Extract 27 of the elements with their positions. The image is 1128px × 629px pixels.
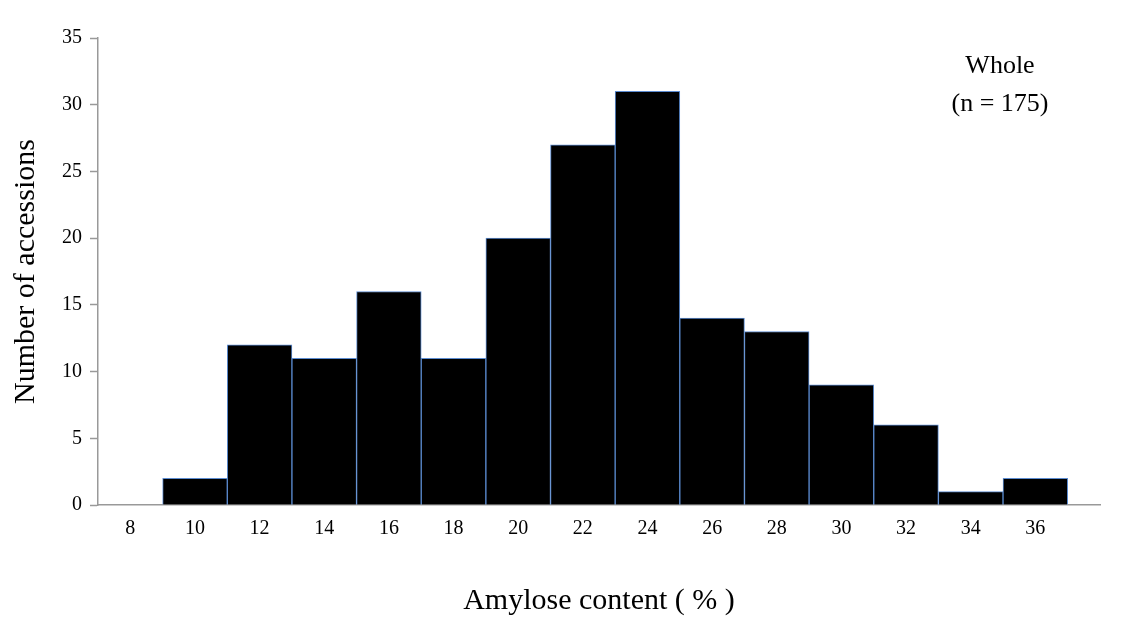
x-axis-title: Amylose content ( % ) bbox=[463, 581, 735, 616]
y-tick-label: 5 bbox=[72, 425, 82, 448]
x-tick-label: 36 bbox=[1025, 516, 1046, 539]
x-tick-label: 34 bbox=[960, 516, 981, 539]
x-tick-label: 28 bbox=[766, 516, 787, 539]
x-tick-label: 10 bbox=[184, 516, 205, 539]
x-tick-label: 30 bbox=[831, 516, 852, 539]
x-tick-label: 22 bbox=[572, 516, 593, 539]
x-tick-label: 16 bbox=[378, 516, 399, 539]
annotation: Whole bbox=[965, 50, 1035, 79]
x-tick-label: 18 bbox=[443, 516, 464, 539]
x-tick-label: 24 bbox=[637, 516, 658, 539]
y-tick-label: 10 bbox=[62, 358, 82, 381]
y-tick-label: 20 bbox=[62, 225, 82, 248]
x-tick-label: 32 bbox=[896, 516, 917, 539]
y-tick-label: 15 bbox=[62, 292, 82, 315]
x-tick-label: 26 bbox=[702, 516, 723, 539]
y-tick-label: 30 bbox=[62, 91, 82, 114]
y-tick-label: 0 bbox=[72, 492, 82, 515]
y-tick-label: 35 bbox=[62, 25, 82, 48]
x-tick-label: 12 bbox=[249, 516, 270, 539]
x-tick-label: 20 bbox=[508, 516, 529, 539]
x-tick-label: 14 bbox=[314, 516, 335, 539]
annotation: (n = 175) bbox=[951, 88, 1049, 117]
x-tick-label: 8 bbox=[125, 516, 136, 539]
y-axis-title: Number of accessions bbox=[6, 139, 40, 404]
y-tick-label: 25 bbox=[62, 158, 82, 181]
